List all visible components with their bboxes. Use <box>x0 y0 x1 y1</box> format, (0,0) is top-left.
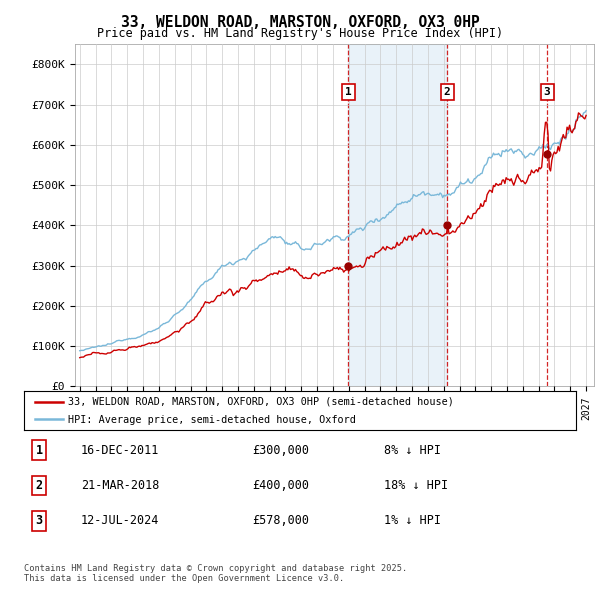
Bar <box>348 44 447 386</box>
Text: 1: 1 <box>35 444 43 457</box>
Text: 8% ↓ HPI: 8% ↓ HPI <box>384 444 441 457</box>
Text: 33, WELDON ROAD, MARSTON, OXFORD, OX3 0HP: 33, WELDON ROAD, MARSTON, OXFORD, OX3 0H… <box>121 15 479 30</box>
Text: £400,000: £400,000 <box>252 479 309 492</box>
Text: 16-DEC-2011: 16-DEC-2011 <box>81 444 160 457</box>
Text: £578,000: £578,000 <box>252 514 309 527</box>
Text: £300,000: £300,000 <box>252 444 309 457</box>
Text: Contains HM Land Registry data © Crown copyright and database right 2025.
This d: Contains HM Land Registry data © Crown c… <box>24 563 407 583</box>
Text: 1% ↓ HPI: 1% ↓ HPI <box>384 514 441 527</box>
Text: 3: 3 <box>35 514 43 527</box>
Text: 18% ↓ HPI: 18% ↓ HPI <box>384 479 448 492</box>
Text: 3: 3 <box>544 87 550 97</box>
Text: 1: 1 <box>345 87 352 97</box>
Text: 21-MAR-2018: 21-MAR-2018 <box>81 479 160 492</box>
Text: HPI: Average price, semi-detached house, Oxford: HPI: Average price, semi-detached house,… <box>68 415 356 425</box>
Text: 33, WELDON ROAD, MARSTON, OXFORD, OX3 0HP (semi-detached house): 33, WELDON ROAD, MARSTON, OXFORD, OX3 0H… <box>68 397 454 407</box>
Text: 2: 2 <box>35 479 43 492</box>
Text: 2: 2 <box>444 87 451 97</box>
Text: Price paid vs. HM Land Registry's House Price Index (HPI): Price paid vs. HM Land Registry's House … <box>97 27 503 40</box>
Text: 12-JUL-2024: 12-JUL-2024 <box>81 514 160 527</box>
